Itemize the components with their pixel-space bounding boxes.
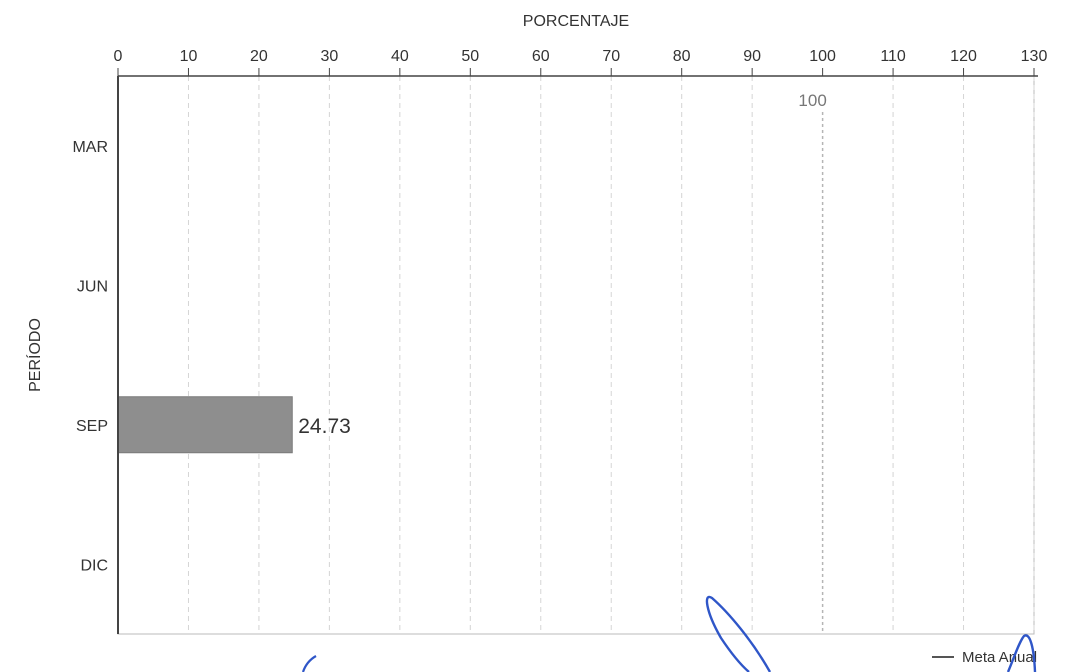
ink-mark-left — [301, 655, 317, 672]
x-axis-title: PORCENTAJE — [523, 13, 629, 30]
y-axis-title: PERÍODO — [25, 318, 44, 392]
y-tick-label: DIC — [80, 557, 108, 574]
data-label-sep: 24.73 — [298, 415, 351, 438]
goal-line-label: 100 — [798, 91, 826, 110]
x-tick-label: 80 — [673, 48, 691, 65]
x-tick-label: 70 — [602, 48, 620, 65]
ink-mark-right — [1006, 634, 1037, 672]
x-tick-label: 10 — [180, 48, 198, 65]
x-tick-label: 100 — [809, 48, 836, 65]
handwritten-marks — [301, 595, 1037, 672]
y-tick-label: JUN — [77, 278, 108, 295]
axes: 0 10 20 30 40 50 60 70 80 90 100 110 120 130 MAR JUN SEP… — [72, 48, 1047, 634]
x-tick-label: 90 — [743, 48, 761, 65]
x-tick-label: 0 — [114, 48, 123, 65]
bars: 24.73 — [117, 396, 351, 454]
x-tick-label: 130 — [1021, 48, 1048, 65]
plot-frame — [117, 75, 1035, 635]
x-tick-label: 110 — [880, 48, 906, 65]
y-tick-label: SEP — [76, 418, 108, 435]
legend-item-meta-anual: Meta Anual — [962, 649, 1037, 666]
x-tick-label: 40 — [391, 48, 409, 65]
x-tick-label: 30 — [320, 48, 338, 65]
x-tick-label: 120 — [950, 48, 977, 65]
y-tick-label: MAR — [72, 139, 108, 156]
x-tick-label: 60 — [532, 48, 550, 65]
x-tick-label: 20 — [250, 48, 268, 65]
legend: Meta Anual — [932, 649, 1037, 666]
bar-sep — [117, 396, 293, 454]
x-tick-label: 50 — [461, 48, 479, 65]
grid-lines: 100 — [117, 75, 1035, 635]
ink-mark-middle — [705, 595, 772, 672]
